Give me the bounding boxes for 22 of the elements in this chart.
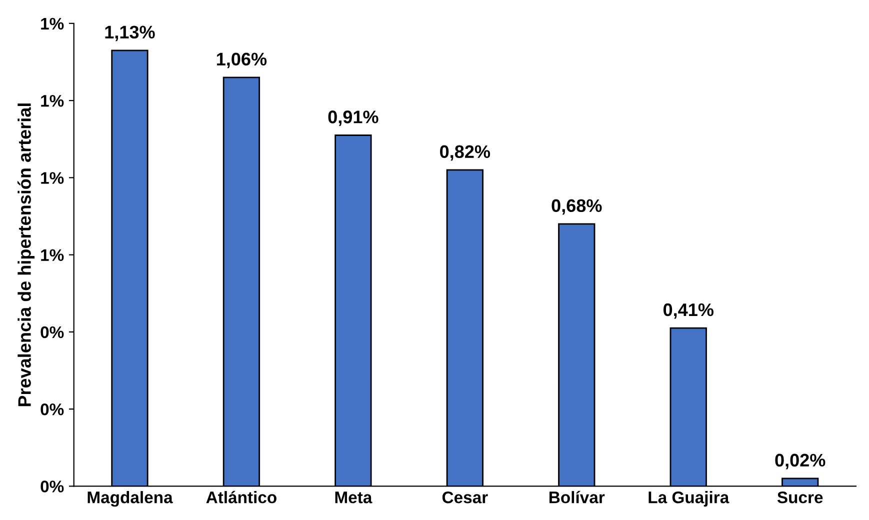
y-tick-label: 1% xyxy=(41,94,64,107)
x-tick-label: Sucre xyxy=(777,492,823,504)
data-label: 1,06% xyxy=(217,52,267,68)
data-label: 0,82% xyxy=(440,145,490,161)
x-tick-label: La Guajira xyxy=(648,491,730,507)
y-tick-label: 0% xyxy=(40,480,64,492)
data-label: 0,68% xyxy=(552,199,602,215)
y-tick-label: 1% xyxy=(41,249,64,261)
y-tick-label: 1% xyxy=(41,18,64,30)
data-label: 1,13% xyxy=(105,26,155,42)
x-tick-label: Magdalena xyxy=(88,491,173,507)
y-tick-label: 0% xyxy=(40,403,64,416)
data-label: 0,02% xyxy=(775,454,826,470)
y-tick-label: 0% xyxy=(40,326,64,338)
x-tick-label: Cesar xyxy=(442,492,488,504)
x-tick-label: Meta xyxy=(335,492,372,504)
data-label: 0,41% xyxy=(663,303,714,319)
y-axis-title: Prevalencia de hipertensión arterial xyxy=(18,104,34,406)
data-label: 0,91% xyxy=(328,110,378,126)
x-tick-label: Bolívar xyxy=(550,490,605,504)
y-tick-label: 1% xyxy=(41,172,64,184)
x-tick-label: Atlántico xyxy=(206,490,276,504)
